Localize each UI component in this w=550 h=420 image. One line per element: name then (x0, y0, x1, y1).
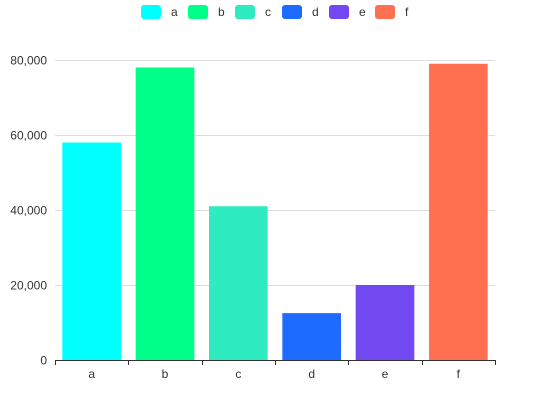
x-tick-label: b (162, 367, 169, 381)
bars (62, 63, 488, 361)
legend-swatch-f[interactable] (375, 5, 395, 19)
legend-swatch-e[interactable] (329, 5, 349, 19)
legend-swatch-a[interactable] (141, 5, 161, 19)
y-tick-label: 40,000 (10, 204, 47, 218)
legend-label-b[interactable]: b (218, 5, 225, 19)
legend-label-a[interactable]: a (171, 5, 178, 19)
y-tick-label: 0 (40, 354, 47, 368)
x-axis: a b c d e f (55, 360, 496, 381)
bar-e[interactable] (355, 285, 415, 360)
x-tick-label: c (235, 367, 241, 381)
bar-d[interactable] (282, 313, 341, 360)
legend-label-f[interactable]: f (405, 5, 409, 19)
x-tick-label: d (308, 367, 315, 381)
x-tick-label: e (382, 367, 389, 381)
y-tick-label: 60,000 (10, 129, 47, 143)
bar-a[interactable] (62, 142, 121, 361)
legend-label-c[interactable]: c (265, 5, 271, 19)
y-tick-label: 20,000 (10, 279, 47, 293)
bar-f[interactable] (429, 63, 488, 360)
x-tick-label: a (88, 367, 95, 381)
legend: a b c d e f (141, 5, 409, 19)
y-tick-label: 80,000 (10, 54, 47, 68)
legend-swatch-b[interactable] (188, 5, 208, 19)
legend-label-e[interactable]: e (359, 5, 366, 19)
gridlines (55, 60, 495, 286)
y-axis: 0 20,000 40,000 60,000 80,000 (10, 54, 47, 368)
bar-c[interactable] (209, 206, 268, 360)
bar-b[interactable] (135, 67, 195, 361)
legend-swatch-d[interactable] (282, 5, 302, 19)
legend-swatch-c[interactable] (235, 5, 255, 19)
x-tick-label: f (457, 367, 461, 381)
legend-label-d[interactable]: d (312, 5, 319, 19)
